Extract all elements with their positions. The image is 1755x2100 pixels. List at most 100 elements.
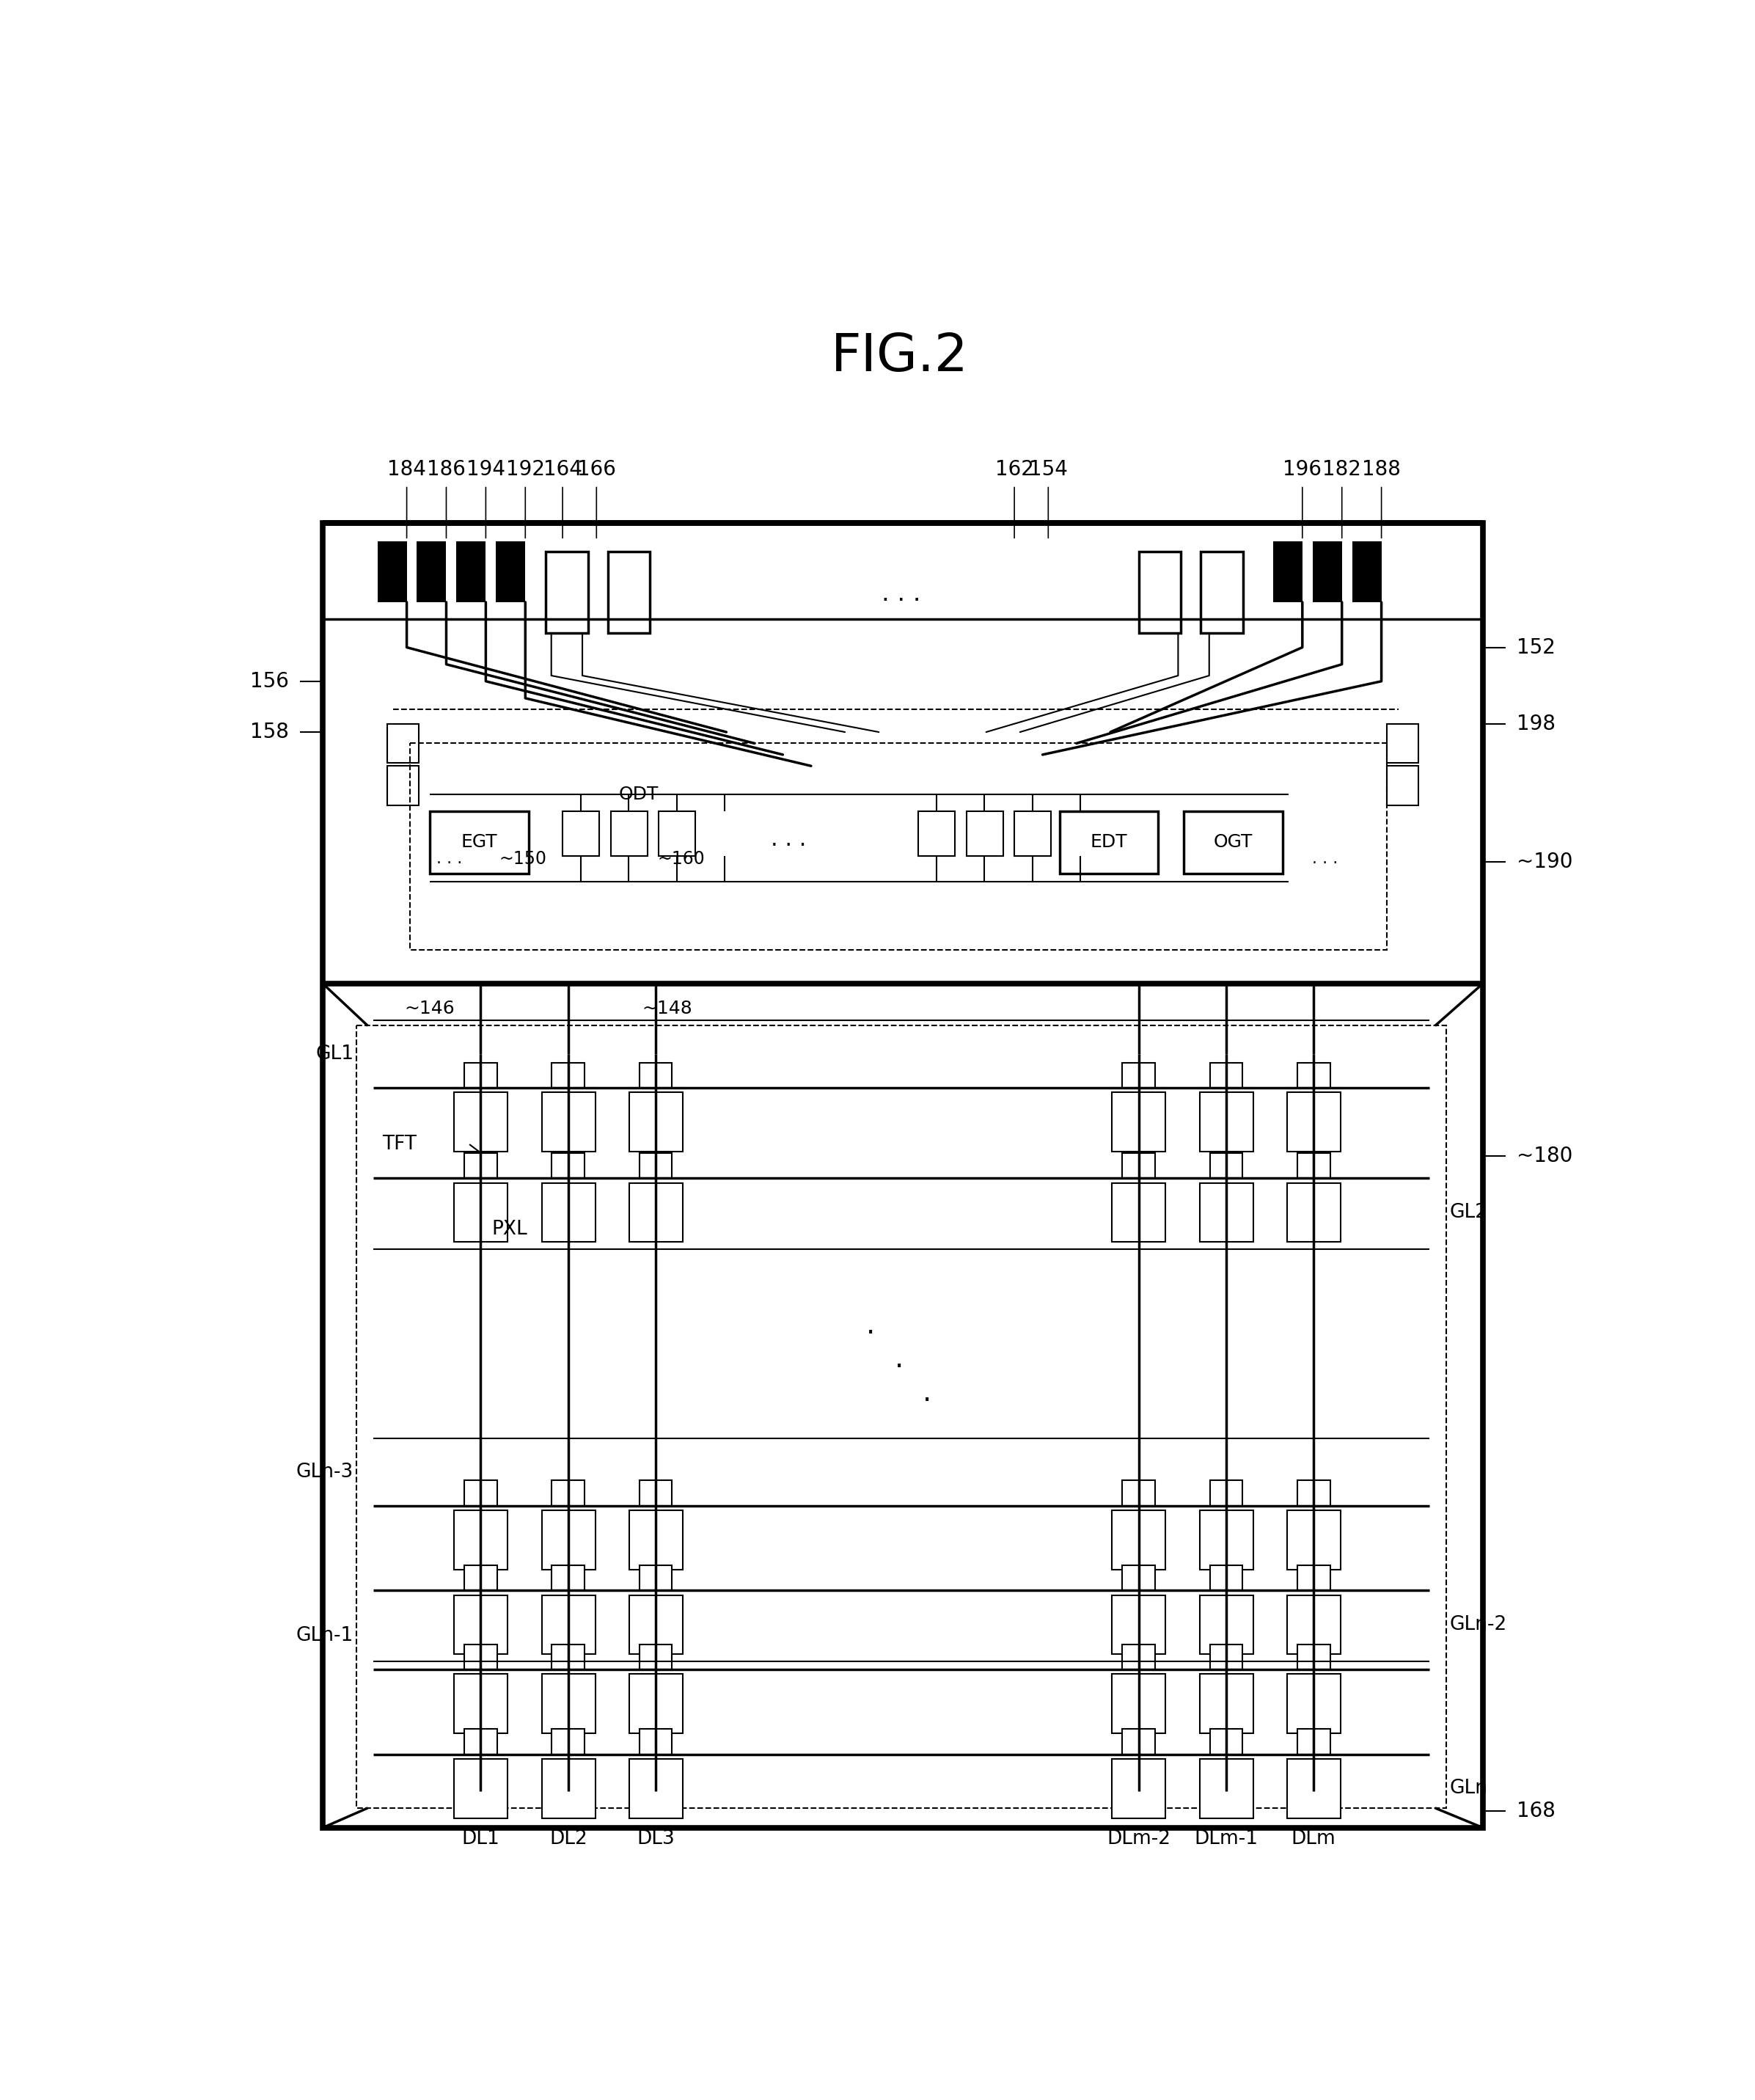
Bar — [1060, 811, 1158, 874]
Bar — [1200, 1182, 1253, 1241]
Text: 198: 198 — [1516, 714, 1557, 733]
Bar — [551, 1644, 584, 1670]
Text: DLm-1: DLm-1 — [1193, 1829, 1258, 1848]
Bar — [630, 1674, 683, 1732]
Text: 156: 156 — [249, 672, 290, 691]
Bar — [1113, 1760, 1165, 1819]
Text: 192: 192 — [505, 460, 544, 479]
Bar — [418, 542, 446, 603]
Bar — [1200, 1510, 1253, 1569]
Bar — [639, 1728, 672, 1754]
Bar — [1351, 542, 1381, 603]
Bar — [430, 811, 528, 874]
Bar — [1386, 766, 1418, 806]
Text: 152: 152 — [1516, 636, 1555, 657]
Bar — [542, 1596, 595, 1655]
Bar — [1200, 1596, 1253, 1655]
Bar — [607, 552, 649, 634]
Bar — [658, 811, 695, 857]
Bar — [1121, 1728, 1155, 1754]
Text: DL2: DL2 — [549, 1829, 588, 1848]
Bar — [465, 1480, 497, 1506]
Text: ~190: ~190 — [1516, 853, 1572, 872]
Text: . . .: . . . — [1313, 853, 1337, 867]
Text: 194: 194 — [467, 460, 505, 479]
Bar — [1286, 1596, 1341, 1655]
Bar — [1113, 1092, 1165, 1151]
Text: ~150: ~150 — [498, 851, 548, 867]
Bar — [1286, 1760, 1341, 1819]
Bar — [455, 1674, 507, 1732]
Bar — [1297, 1644, 1330, 1670]
Bar — [551, 1153, 584, 1178]
Bar — [551, 1564, 584, 1590]
Bar — [551, 1063, 584, 1088]
Bar — [1113, 1596, 1165, 1655]
Bar — [639, 1063, 672, 1088]
Bar — [551, 1480, 584, 1506]
Text: DL1: DL1 — [462, 1829, 500, 1848]
Text: FIG.2: FIG.2 — [830, 332, 969, 382]
Text: .: . — [895, 1346, 904, 1373]
Bar — [497, 542, 525, 603]
Text: 196: 196 — [1283, 460, 1322, 479]
Bar — [639, 1480, 672, 1506]
Text: ~180: ~180 — [1516, 1144, 1572, 1166]
Bar — [1297, 1153, 1330, 1178]
Bar — [388, 766, 419, 806]
Bar — [1297, 1564, 1330, 1590]
Bar — [1209, 1564, 1243, 1590]
Text: PXL: PXL — [491, 1220, 528, 1239]
Bar — [455, 1510, 507, 1569]
Bar — [455, 1596, 507, 1655]
Bar — [1297, 1728, 1330, 1754]
Bar — [1121, 1480, 1155, 1506]
Bar — [630, 1596, 683, 1655]
Bar — [323, 523, 1483, 1827]
Bar — [465, 1153, 497, 1178]
Text: TFT: TFT — [383, 1134, 416, 1153]
Bar — [1286, 1182, 1341, 1241]
Text: .: . — [923, 1380, 932, 1407]
Text: .: . — [867, 1310, 876, 1340]
Text: ~146: ~146 — [404, 1000, 455, 1019]
Bar — [542, 1510, 595, 1569]
Text: GL1: GL1 — [316, 1044, 355, 1063]
Bar — [456, 542, 486, 603]
Bar — [356, 1025, 1446, 1808]
Bar — [1200, 1674, 1253, 1732]
Text: GLn: GLn — [1450, 1779, 1486, 1798]
Bar — [377, 542, 407, 603]
Bar — [1286, 1674, 1341, 1732]
Bar — [411, 743, 1386, 949]
Bar — [1139, 552, 1181, 634]
Text: EDT: EDT — [1090, 834, 1127, 851]
Bar — [1200, 1760, 1253, 1819]
Bar — [967, 811, 1004, 857]
Bar — [1272, 542, 1302, 603]
Text: 184: 184 — [388, 460, 426, 479]
Bar — [1286, 1092, 1341, 1151]
Bar — [465, 1728, 497, 1754]
Text: . . .: . . . — [437, 853, 463, 867]
Bar — [563, 811, 598, 857]
Text: EGT: EGT — [462, 834, 497, 851]
Bar — [1313, 542, 1343, 603]
Text: GLn-1: GLn-1 — [297, 1625, 355, 1644]
Bar — [542, 1092, 595, 1151]
Bar — [1121, 1644, 1155, 1670]
Bar — [611, 811, 648, 857]
Text: 188: 188 — [1362, 460, 1400, 479]
Bar — [1121, 1063, 1155, 1088]
Bar — [630, 1182, 683, 1241]
Bar — [465, 1644, 497, 1670]
Text: 186: 186 — [426, 460, 465, 479]
Bar — [1113, 1510, 1165, 1569]
Bar — [542, 1182, 595, 1241]
Bar — [639, 1153, 672, 1178]
Bar — [630, 1092, 683, 1151]
Bar — [455, 1760, 507, 1819]
Bar — [1121, 1564, 1155, 1590]
Text: GLn-3: GLn-3 — [297, 1462, 355, 1480]
Bar — [542, 1760, 595, 1819]
